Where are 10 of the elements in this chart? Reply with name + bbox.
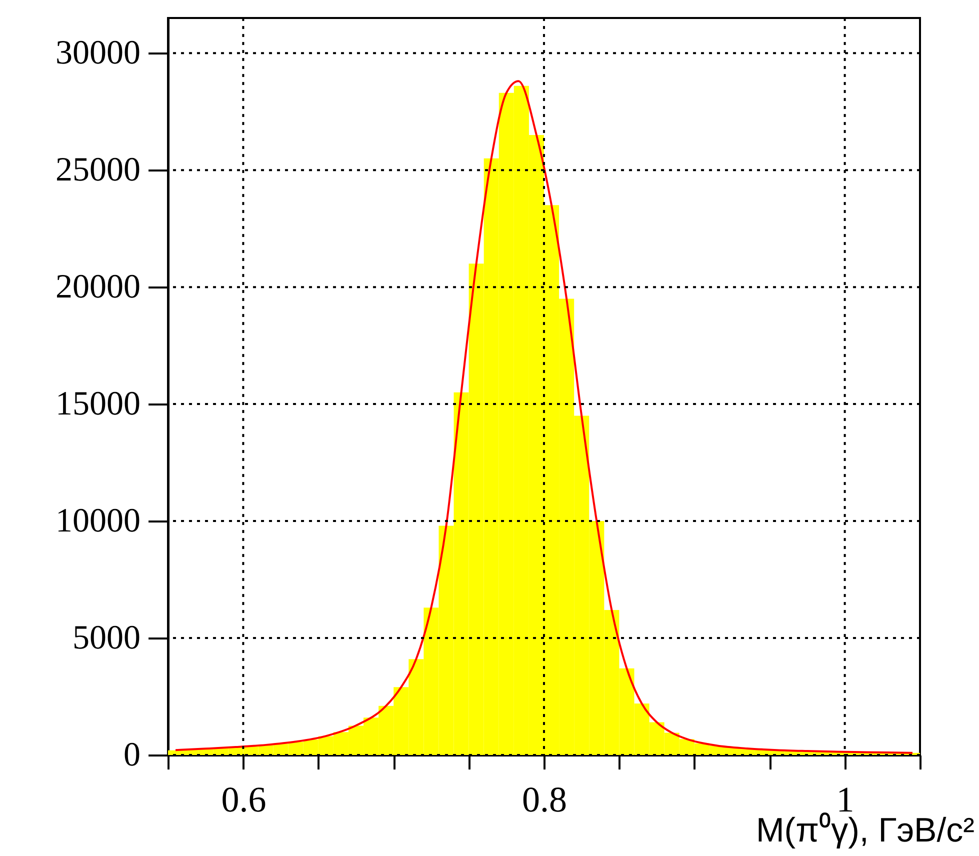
x-axis-title: M(π⁰γ), ГэВ/с²: [756, 812, 974, 850]
y-tick-label: 30000: [56, 34, 140, 72]
y-tick-label: 0: [124, 736, 140, 774]
x-tick-label: 0.6: [221, 780, 266, 820]
y-tick-label: 10000: [56, 502, 140, 540]
y-tick-label: 15000: [56, 386, 140, 423]
y-tick-label: 25000: [56, 152, 140, 189]
y-tick-label: 5000: [72, 620, 140, 657]
y-tick-label: 20000: [56, 268, 140, 306]
x-tick-label: 0.8: [522, 780, 567, 820]
